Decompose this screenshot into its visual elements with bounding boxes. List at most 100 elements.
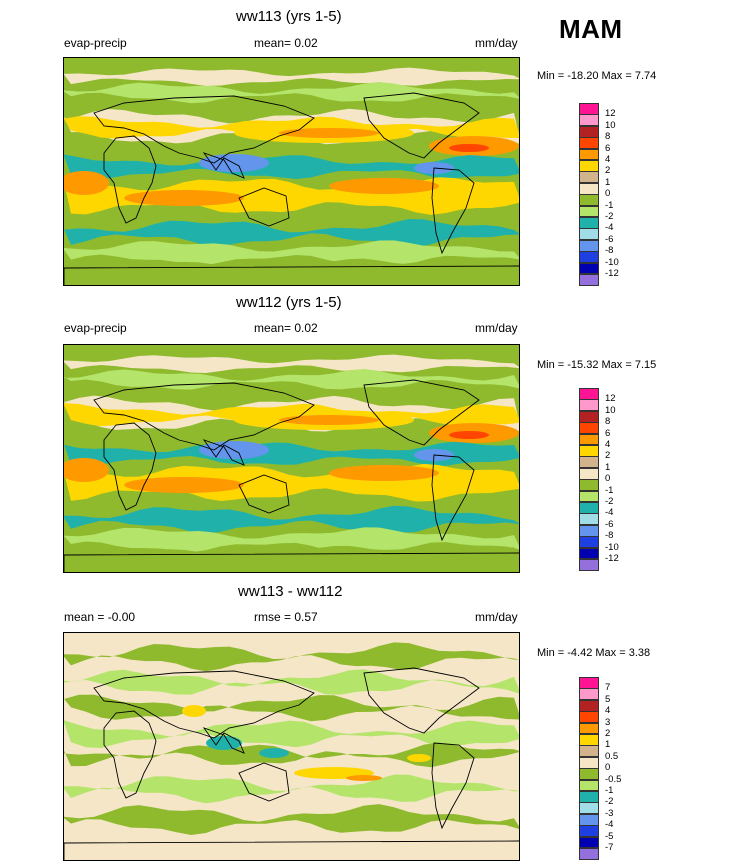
colorbar-label: 0.5 — [605, 750, 619, 762]
colorbar-label: -2 — [605, 496, 614, 507]
colorbar-swatch — [579, 182, 599, 195]
colorbar-label: 12 — [605, 393, 616, 405]
panel-1-minmax: Min = -18.20 Max = 7.74 — [537, 70, 657, 82]
colorbar-label: 8 — [605, 416, 611, 428]
colorbar-swatch — [579, 756, 599, 769]
colorbar-swatch — [579, 388, 599, 400]
colorbar-swatch — [579, 802, 599, 815]
colorbar-swatch — [579, 791, 599, 803]
colorbar-swatch — [579, 422, 599, 435]
colorbar-label: 2 — [605, 450, 611, 462]
colorbar-swatch — [579, 239, 599, 252]
colorbar-swatch — [579, 825, 599, 838]
colorbar-swatch — [579, 137, 599, 150]
panel-2-title: ww112 (yrs 1-5) — [236, 294, 342, 311]
colorbar-swatch — [579, 677, 599, 689]
colorbar-swatch — [579, 559, 599, 571]
colorbar-label: 0 — [605, 762, 611, 774]
colorbar-swatch — [579, 228, 599, 241]
colorbar-label: 1 — [605, 461, 611, 473]
colorbar-swatch — [579, 745, 599, 758]
colorbar-swatch — [579, 836, 599, 849]
colorbar-label: 4 — [605, 439, 611, 450]
colorbar-label: 3 — [605, 716, 611, 728]
colorbar-swatch — [579, 524, 599, 537]
colorbar-label: -6 — [605, 518, 614, 530]
panel-2-mean: mean= 0.02 — [254, 321, 318, 335]
colorbar-label: -1 — [605, 484, 614, 496]
colorbar-swatch — [579, 711, 599, 724]
colorbar-swatch — [579, 251, 599, 264]
colorbar-label: -2 — [605, 211, 614, 222]
colorbar-swatch — [579, 433, 599, 446]
colorbar-label: -6 — [605, 233, 614, 245]
colorbar-swatch — [579, 114, 599, 127]
colorbar-swatch — [579, 779, 599, 792]
panel-1-title: ww113 (yrs 1-5) — [236, 8, 342, 25]
colorbar-label: 1 — [605, 176, 611, 188]
colorbar-label: 10 — [605, 119, 616, 131]
colorbar-label: 6 — [605, 427, 611, 439]
colorbar-swatch — [579, 205, 599, 218]
colorbar-label: 12 — [605, 108, 616, 120]
colorbar-label: 0 — [605, 473, 611, 485]
panel-1-field — [64, 58, 519, 285]
panel-3-map — [63, 632, 520, 861]
panel-2-left-label: evap-precip — [64, 321, 127, 335]
colorbar-label: 6 — [605, 142, 611, 154]
colorbar-swatch — [579, 456, 599, 469]
colorbar-label: -7 — [605, 842, 614, 853]
colorbar-swatch — [579, 490, 599, 503]
colorbar-swatch — [579, 699, 599, 712]
colorbar-swatch — [579, 536, 599, 549]
panel-2-map — [63, 344, 520, 573]
colorbar-label: -4 — [605, 222, 614, 234]
colorbar-swatch — [579, 148, 599, 161]
colorbar-label: 5 — [605, 693, 611, 705]
colorbar-swatch — [579, 688, 599, 701]
colorbar-swatch — [579, 399, 599, 412]
colorbar-label: -5 — [605, 830, 614, 842]
colorbar-label: -1 — [605, 785, 614, 796]
panel-3-rmse: rmse = 0.57 — [254, 610, 318, 624]
colorbar-label: -1 — [605, 199, 614, 211]
colorbar-swatch — [579, 467, 599, 480]
season-label: MAM — [559, 14, 623, 44]
colorbar-swatch — [579, 848, 599, 860]
colorbar-swatch — [579, 445, 599, 457]
colorbar-label: 2 — [605, 728, 611, 739]
colorbar-swatch — [579, 160, 599, 172]
colorbar-label: 4 — [605, 154, 611, 165]
colorbar-label: -3 — [605, 807, 614, 819]
colorbar-label: -4 — [605, 507, 614, 519]
colorbar-label: -10 — [605, 541, 619, 553]
colorbar-swatch — [579, 479, 599, 492]
colorbar-label: 0 — [605, 188, 611, 200]
colorbar-swatch — [579, 513, 599, 526]
colorbar-label: -4 — [605, 819, 614, 831]
colorbar-swatch — [579, 262, 599, 275]
colorbar-swatch — [579, 547, 599, 560]
colorbar-label: 8 — [605, 131, 611, 143]
colorbar-swatch — [579, 125, 599, 138]
colorbar-swatch — [579, 171, 599, 184]
panel-3-mean: mean = -0.00 — [64, 610, 136, 624]
colorbar-swatch — [579, 768, 599, 781]
colorbar-swatch — [579, 217, 599, 229]
colorbar-label: 4 — [605, 705, 611, 717]
panel-1-mean: mean= 0.02 — [254, 36, 318, 50]
colorbar-swatch — [579, 410, 599, 423]
colorbar-label: -12 — [605, 553, 619, 564]
colorbar-label: -8 — [605, 245, 614, 257]
panel-3-minmax: Min = -4.42 Max = 3.38 — [537, 647, 651, 659]
colorbar-label: -12 — [605, 268, 619, 279]
colorbar-swatch — [579, 103, 599, 115]
panel-2-units: mm/day — [475, 321, 518, 335]
colorbar-swatch — [579, 734, 599, 746]
colorbar-swatch — [579, 274, 599, 286]
colorbar-label: 10 — [605, 404, 616, 416]
panel-2-field — [64, 345, 519, 572]
colorbar-swatch — [579, 722, 599, 735]
colorbar-swatch — [579, 813, 599, 826]
colorbar-swatch — [579, 194, 599, 207]
